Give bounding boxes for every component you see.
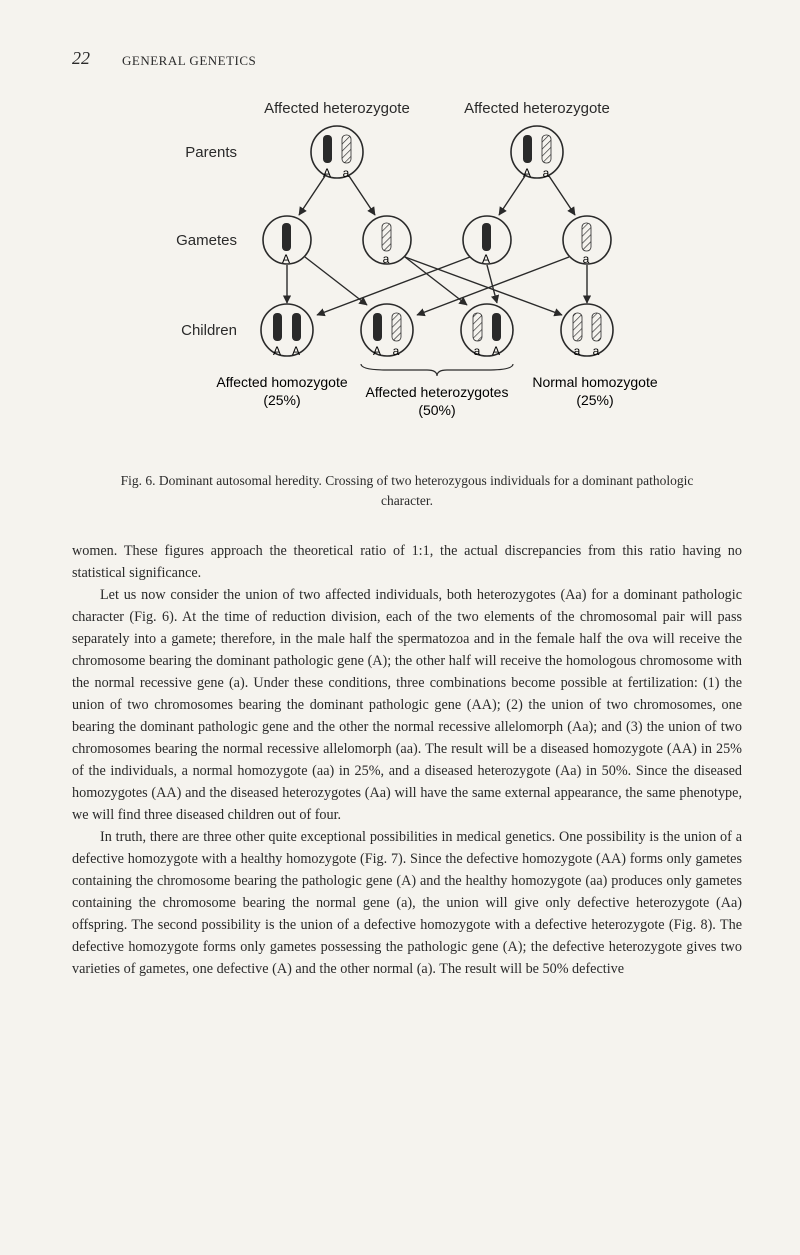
svg-text:a: a xyxy=(583,252,590,266)
svg-text:a: a xyxy=(343,166,350,180)
paragraph-1: women. These figures approach the theore… xyxy=(72,540,742,584)
svg-text:a: a xyxy=(543,166,550,180)
bottom-homo-norm: Normal homozygote xyxy=(532,374,657,390)
svg-text:a: a xyxy=(393,344,400,358)
child-1: A A xyxy=(261,304,313,358)
bottom-het-aff-pct: (50%) xyxy=(418,402,455,418)
parent-right: A a xyxy=(511,126,563,180)
svg-text:A: A xyxy=(482,252,490,266)
gamete-2: a xyxy=(363,216,411,266)
bottom-homo-aff: Affected homozygote xyxy=(216,374,347,390)
paragraph-2: Let us now consider the union of two aff… xyxy=(72,584,742,826)
gamete-3: A xyxy=(463,216,511,266)
child-4: a a xyxy=(561,304,613,358)
top-label-right: Affected heterozygote xyxy=(464,100,610,117)
svg-text:A: A xyxy=(492,344,500,358)
page-header: 22 GENERAL GENETICS xyxy=(72,48,742,69)
figure-caption: Fig. 6. Dominant autosomal heredity. Cro… xyxy=(102,471,712,512)
svg-text:A: A xyxy=(282,252,290,266)
row-label-children: Children xyxy=(181,322,237,339)
parent-left: A a xyxy=(311,126,363,180)
running-head: GENERAL GENETICS xyxy=(122,53,256,69)
svg-text:A: A xyxy=(292,344,300,358)
page: 22 GENERAL GENETICS Affected heterozygot… xyxy=(0,0,800,1028)
svg-text:a: a xyxy=(574,344,581,358)
bottom-homo-aff-pct: (25%) xyxy=(263,392,300,408)
paragraph-3: In truth, there are three other quite ex… xyxy=(72,826,742,980)
svg-text:a: a xyxy=(474,344,481,358)
svg-text:A: A xyxy=(273,344,281,358)
bottom-het-aff: Affected heterozygotes xyxy=(366,384,509,400)
svg-text:a: a xyxy=(593,344,600,358)
row-label-parents: Parents xyxy=(185,144,237,161)
child-2: A a xyxy=(361,304,413,358)
child-3: a A xyxy=(461,304,513,358)
gamete-4: a xyxy=(563,216,611,266)
bottom-homo-norm-pct: (25%) xyxy=(576,392,613,408)
body-text: women. These figures approach the theore… xyxy=(72,540,742,980)
gamete-1: A xyxy=(263,216,311,266)
svg-text:A: A xyxy=(373,344,381,358)
top-label-left: Affected heterozygote xyxy=(264,100,410,117)
heredity-diagram: Affected heterozygote Affected heterozyg… xyxy=(127,97,687,447)
row-label-gametes: Gametes xyxy=(176,232,237,249)
page-number: 22 xyxy=(72,48,90,69)
svg-text:a: a xyxy=(383,252,390,266)
